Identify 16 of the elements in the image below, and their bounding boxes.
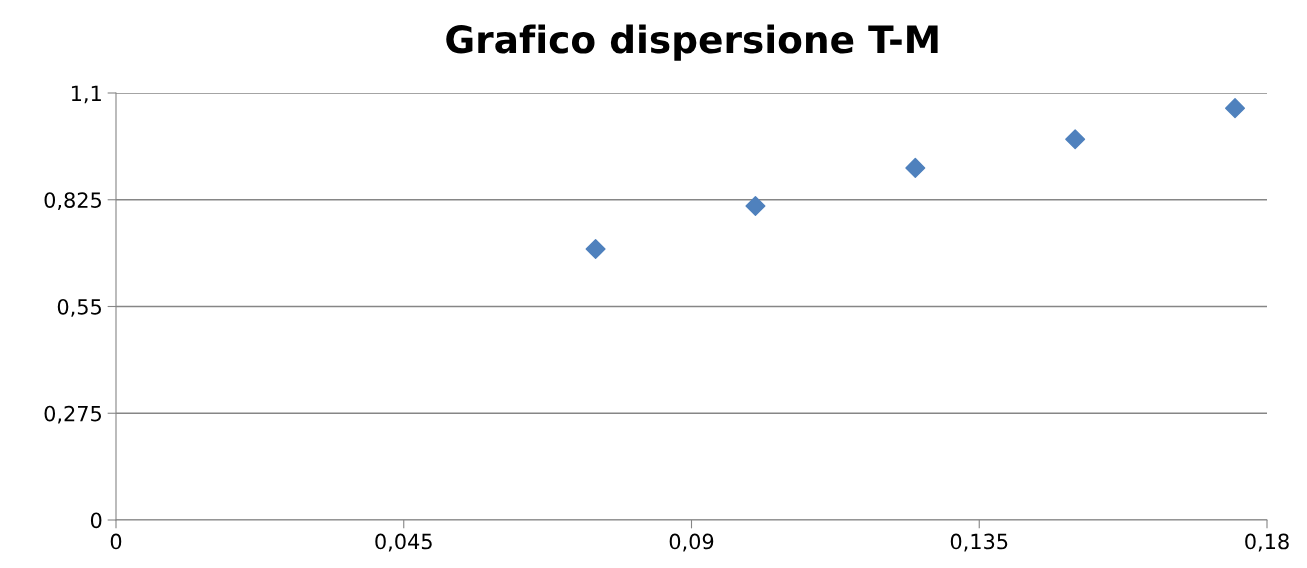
x-tick-label: 0,18 xyxy=(1245,533,1289,552)
point xyxy=(905,157,926,178)
point xyxy=(1065,129,1086,150)
y-tick-label: 0,55 xyxy=(57,298,101,317)
chart-title: Grafico dispersione T-M xyxy=(446,24,938,61)
x-tick-label: 0 xyxy=(110,533,122,550)
y-tick-label: 0,825 xyxy=(44,192,101,211)
point xyxy=(745,195,766,216)
point xyxy=(1225,98,1246,119)
y-tick-label: 0,275 xyxy=(44,405,101,424)
x-tick-label: 0,045 xyxy=(375,533,432,552)
y-tick-label: 0 xyxy=(90,512,102,529)
x-tick-label: 0,09 xyxy=(669,533,714,552)
y-tick-label: 1,1 xyxy=(71,85,101,104)
point xyxy=(585,239,606,260)
x-tick-label: 0,135 xyxy=(950,533,1008,552)
